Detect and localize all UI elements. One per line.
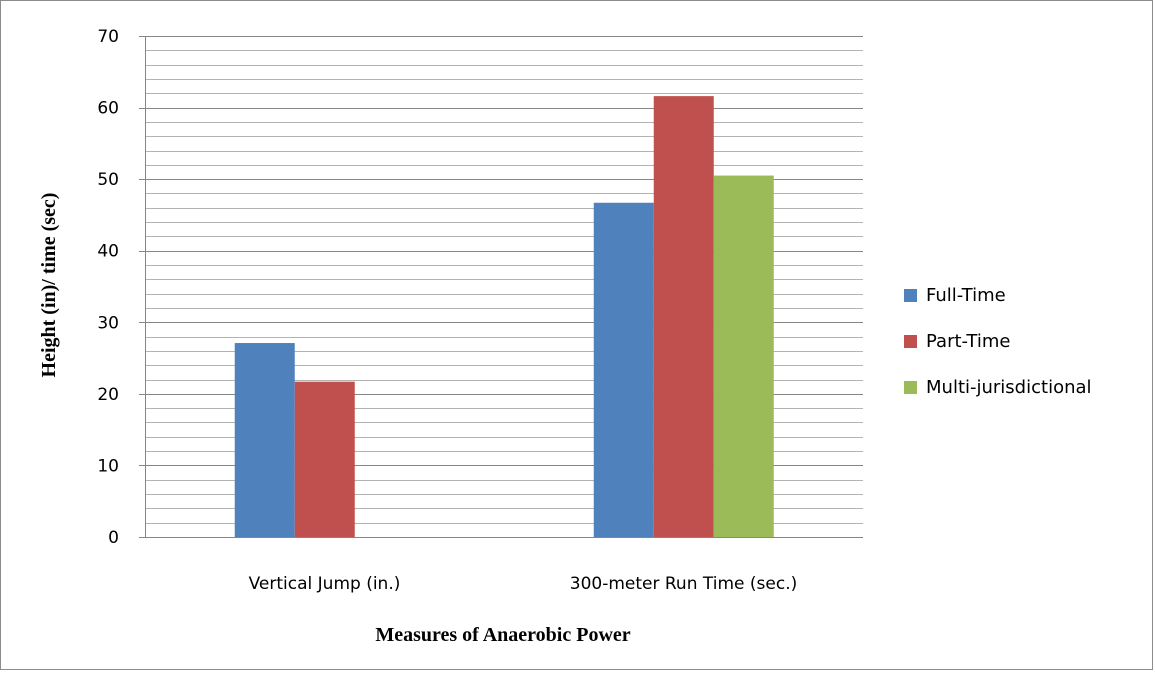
bars: [234, 96, 774, 538]
legend-swatch: [904, 381, 917, 394]
x-category-label: Vertical Jump (in.): [249, 574, 401, 594]
y-tick-label: 40: [97, 242, 119, 262]
legend: Full-Time Part-Time Multi-jurisdictional: [904, 285, 1092, 398]
legend-label: Part-Time: [926, 331, 1010, 352]
bar-part-time-1: [653, 96, 714, 538]
x-axis-title: Measures of Anaerobic Power: [375, 624, 630, 646]
legend-swatch: [904, 335, 917, 348]
x-category-label: 300-meter Run Time (sec.): [570, 574, 797, 594]
axes: [139, 36, 863, 538]
y-axis-title: Height (in)/ time (sec): [38, 193, 60, 378]
y-tick-label: 20: [97, 385, 119, 405]
legend-swatch: [904, 289, 917, 302]
legend-label: Multi-jurisdictional: [926, 377, 1092, 398]
y-tick-label: 0: [108, 528, 119, 548]
y-tick-labels: 0 10 20 30 40 50 60 70: [97, 27, 119, 548]
bar-multi-jurisdictional-1: [713, 175, 774, 538]
bar-part-time-0: [294, 381, 355, 537]
x-category-labels: Vertical Jump (in.) 300-meter Run Time (s…: [249, 574, 798, 594]
bar-full-time-1: [593, 202, 654, 538]
y-tick-label: 60: [97, 99, 119, 119]
bar-full-time-0: [234, 343, 295, 537]
y-tick-label: 10: [97, 456, 119, 476]
y-tick-label: 70: [97, 27, 119, 47]
legend-label: Full-Time: [926, 285, 1006, 306]
y-tick-label: 50: [97, 170, 119, 190]
y-tick-label: 30: [97, 313, 119, 333]
